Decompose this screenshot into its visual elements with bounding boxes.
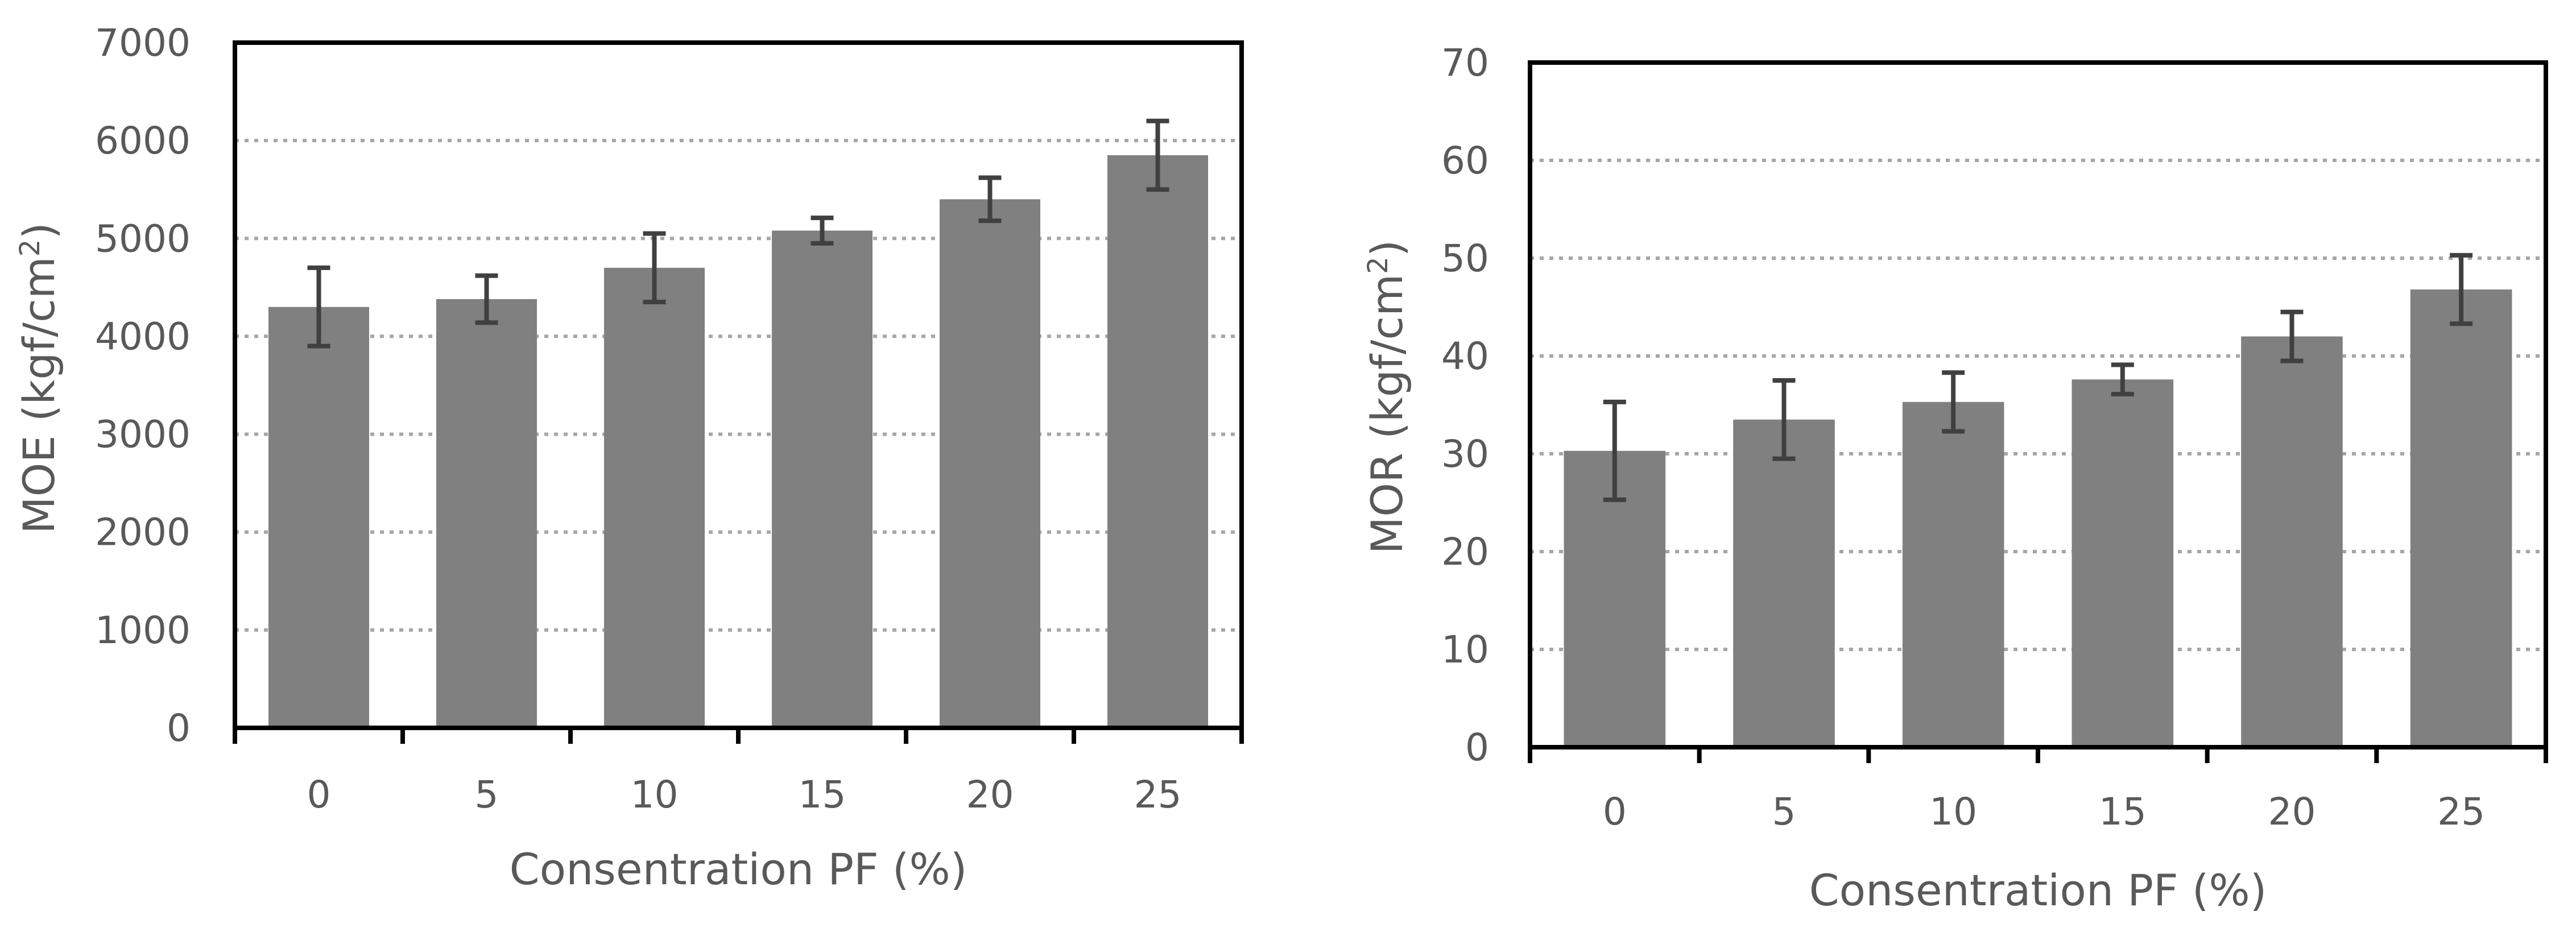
x-tick-label: 15 [799,773,846,817]
x-tick-label: 25 [2437,790,2485,834]
y-tick-label: 0 [1465,726,1489,769]
x-tick-label: 15 [2099,790,2147,834]
x-tick-label: 0 [1603,790,1627,834]
moe-chart: 0 1000 2000 3000 4000 5000 6000 7000 0 5 10 15 20 25 C… [14,21,1244,894]
y-tick-label: 5000 [95,217,191,260]
y-tick-label: 70 [1441,41,1489,85]
x-tick-label: 10 [631,773,679,817]
x-axis-title: Consentration PF (%) [1809,865,2267,916]
plot-frame [1528,60,2548,747]
bar [1107,155,1208,728]
bar [1902,401,2004,747]
y-axis-title: MOR (kgf/cm2) [1362,240,1412,554]
y-axis-title: MOE (kgf/cm2) [14,222,64,534]
bar [940,199,1040,728]
bar [1733,419,1835,747]
y-tick-label: 50 [1441,237,1489,280]
y-tick-label: 60 [1441,139,1489,183]
y-axis-title-main: MOR (kgf/cm [1362,274,1412,554]
y-axis-title-end: ) [14,222,64,239]
y-axis-title-superscript: 2 [14,239,46,257]
x-tick-label: 20 [966,773,1014,817]
y-axis-title-main: MOE (kgf/cm [14,256,64,534]
y-tick-label: 10 [1441,628,1489,672]
x-tick-label: 0 [307,773,331,817]
y-tick-label: 4000 [95,314,191,358]
x-axis-title: Consentration PF (%) [510,844,967,894]
y-tick-label: 3000 [95,413,191,457]
y-tick-label: 0 [167,706,191,750]
x-tick-label: 25 [1134,773,1182,817]
bar [268,307,369,728]
bar [604,267,705,728]
y-tick-label: 7000 [95,21,191,65]
bar [436,299,537,728]
y-axis-title-superscript: 2 [1362,256,1394,274]
y-tick-label: 30 [1441,432,1489,476]
x-tick-label: 20 [2268,790,2316,834]
x-tick-label: 10 [1929,790,1977,834]
bar [2071,379,2174,747]
y-tick-label: 2000 [95,511,191,554]
plot-frame [233,40,1244,728]
y-tick-label: 1000 [95,608,191,652]
x-tick-label: 5 [475,773,499,817]
y-tick-label: 20 [1441,530,1489,574]
y-tick-label: 40 [1441,334,1489,378]
mor-chart: 0 10 20 30 40 50 60 70 0 5 10 15 20 25 Consentration P… [1362,41,2548,916]
y-tick-label: 6000 [95,119,191,163]
bar [2241,336,2343,747]
bar [2410,289,2512,747]
y-axis-title-end: ) [1362,240,1412,257]
bar [772,230,873,728]
x-tick-label: 5 [1772,790,1796,834]
